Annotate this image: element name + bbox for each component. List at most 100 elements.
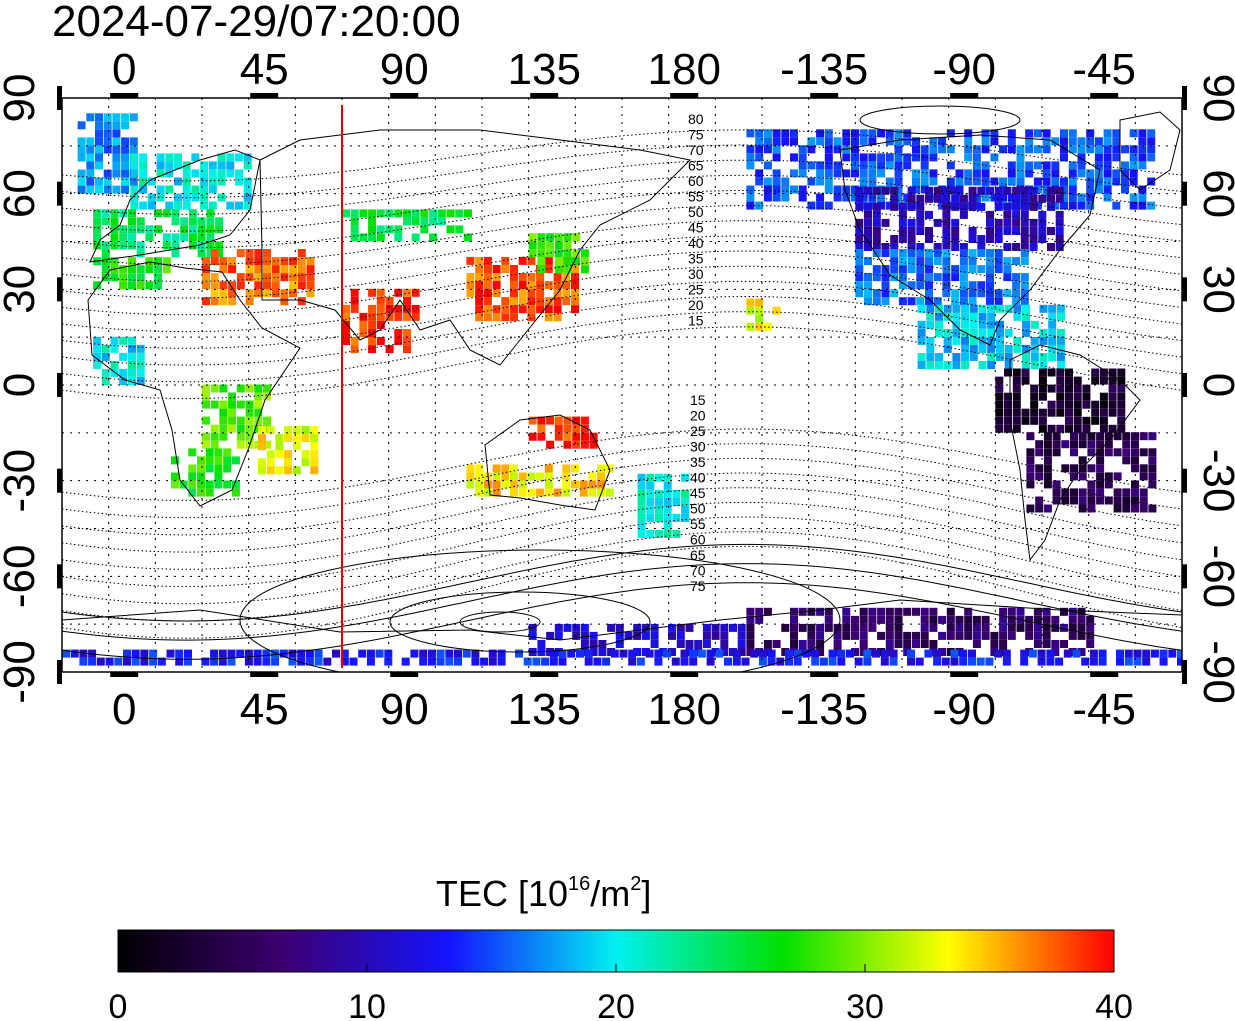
tec-cell [920, 145, 929, 154]
tec-cell [935, 328, 943, 337]
tec-cell [750, 649, 759, 658]
tec-cell [863, 657, 872, 666]
tec-cell [197, 472, 205, 481]
tec-cell [571, 273, 579, 281]
tec-cell [518, 281, 527, 289]
tec-cell [894, 177, 903, 186]
tec-cell [864, 202, 872, 211]
tec-cell [978, 328, 987, 337]
tec-cell [1086, 145, 1095, 154]
tec-cell [955, 201, 964, 210]
tec-cell [851, 137, 859, 146]
tec-cell [1012, 194, 1021, 203]
tec-cell [139, 201, 148, 210]
tec-cell [681, 497, 690, 506]
tec-cell [1003, 265, 1012, 274]
asia-coastline [259, 129, 692, 366]
tec-cell [981, 631, 990, 640]
tec-cell [772, 193, 781, 202]
tec-cell [972, 153, 981, 162]
tec-cell [968, 257, 977, 266]
tec-cell [990, 631, 999, 640]
tec-cell [191, 193, 200, 202]
tec-cell [202, 416, 210, 425]
tec-cell [1108, 368, 1117, 377]
tec-cell [1033, 615, 1042, 624]
tec-cell [401, 657, 410, 666]
tec-cell [1103, 137, 1112, 146]
tec-cell [1103, 193, 1112, 202]
tec-cell [868, 201, 877, 210]
tec-cell [280, 257, 289, 266]
tec-cell [518, 273, 527, 281]
tec-cell [219, 289, 228, 298]
frame-tick-top [950, 93, 979, 98]
tec-cell [763, 145, 772, 154]
tec-cell [376, 209, 385, 218]
tec-cell [1029, 235, 1038, 243]
tec-cell [350, 209, 359, 218]
tec-cell [1004, 400, 1012, 409]
tec-cell [1068, 137, 1077, 146]
tec-cell [969, 320, 978, 329]
tec-cell [824, 615, 833, 624]
tec-cell [885, 185, 894, 194]
tec-cell [851, 169, 859, 178]
tec-cell [70, 649, 79, 658]
tec-cell [994, 257, 1003, 266]
tec-region-pacific-hawaii [746, 298, 781, 331]
tec-cell [907, 194, 916, 203]
tec-cell [1117, 384, 1126, 393]
tec-cell [1026, 504, 1035, 513]
lon-label-bottom: -90 [932, 685, 996, 734]
tec-cell [1121, 145, 1129, 154]
tec-cell [996, 336, 1004, 345]
tec-cell [188, 472, 197, 481]
tec-cell [245, 384, 254, 393]
tec-cell [123, 649, 131, 658]
tec-cell [920, 615, 929, 624]
tec-cell [301, 426, 310, 435]
tec-cell [1078, 456, 1087, 465]
tec-cell [210, 249, 219, 257]
contour-line [62, 326, 1182, 400]
tec-cell [877, 615, 886, 624]
tec-cell [933, 194, 942, 203]
tec-cell [174, 201, 182, 210]
tec-cell [188, 209, 197, 218]
tec-cell [1047, 186, 1055, 195]
tec-cell [995, 408, 1004, 417]
tec-cell [637, 514, 646, 522]
tec-cell [959, 297, 968, 306]
tec-cell [890, 289, 899, 298]
tec-cell [1077, 631, 1086, 640]
tec-cell [1003, 289, 1012, 298]
tec-cell [93, 352, 102, 361]
tec-cell [492, 273, 501, 281]
tec-cell [938, 648, 947, 656]
tec-cell [986, 210, 994, 219]
tec-cell [95, 153, 103, 162]
tec-cell [864, 289, 872, 298]
tec-cell [1007, 623, 1016, 632]
tec-cell [245, 249, 254, 257]
tec-cell [755, 145, 764, 154]
frame-tick-bottom [950, 672, 979, 677]
tec-cell [376, 288, 385, 297]
tec-cell [933, 186, 942, 195]
tec-cell [403, 296, 411, 305]
tec-cell [1038, 424, 1047, 433]
tec-cell [977, 281, 986, 290]
tec-cell [868, 153, 877, 162]
tec-cell [961, 312, 970, 321]
tec-cell [1051, 648, 1060, 656]
tec-cell [554, 432, 563, 441]
tec-cell [121, 161, 130, 170]
tec-cell [182, 201, 191, 210]
tec-cell [1033, 607, 1042, 616]
tec-cell [885, 153, 894, 162]
tec-cell [935, 361, 943, 369]
tec-cell [95, 129, 103, 138]
tec-cell [231, 456, 240, 465]
tec-cell [165, 185, 174, 194]
